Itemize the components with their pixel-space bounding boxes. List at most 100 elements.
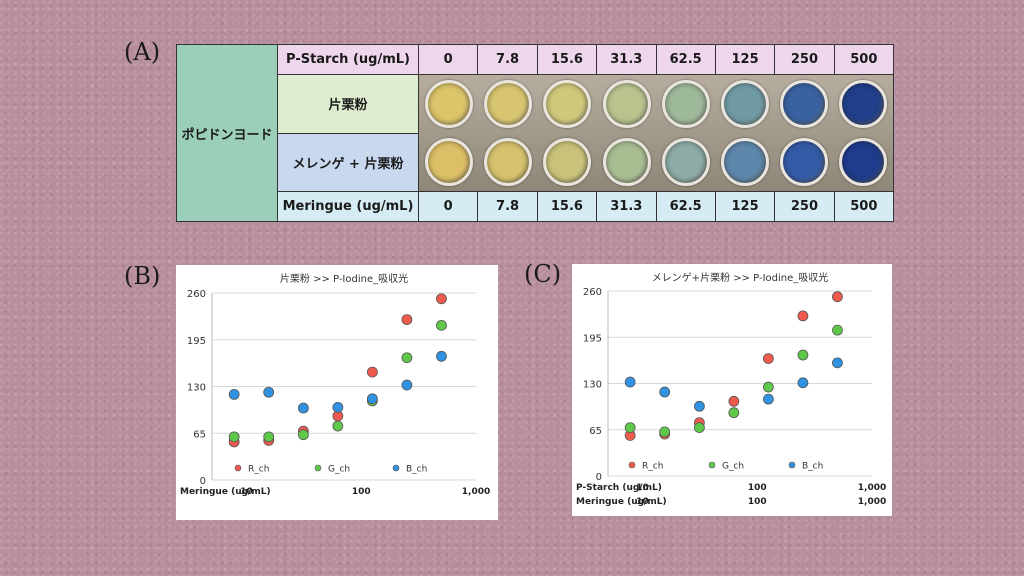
x-axis-row-label: Meringue (ug/mL) bbox=[180, 487, 271, 497]
data-point-G_ch bbox=[297, 429, 309, 441]
well bbox=[602, 138, 651, 186]
row-label-katakuriko: 片栗粉 bbox=[277, 74, 419, 134]
data-point-R_ch bbox=[762, 353, 774, 364]
well bbox=[839, 80, 888, 128]
top-value: 15.6 bbox=[536, 44, 598, 75]
x-axis-row-label: P-Starch (ug/mL) bbox=[576, 483, 662, 493]
top-value: 7.8 bbox=[477, 44, 538, 75]
data-point-B_ch bbox=[659, 386, 671, 398]
data-point-B_ch bbox=[624, 376, 636, 388]
chart-b: 片栗粉 >> P-Iodine_吸収光 0 65 130 195 260 Meringue … bbox=[176, 265, 498, 520]
data-point-G_ch bbox=[436, 319, 447, 331]
legend-marker bbox=[628, 461, 636, 469]
data-point-G_ch bbox=[624, 422, 636, 434]
well bbox=[661, 80, 710, 128]
bottom-value: 125 bbox=[714, 191, 776, 222]
legend-marker bbox=[392, 464, 400, 472]
well bbox=[543, 138, 592, 186]
legend-marker bbox=[314, 464, 322, 472]
data-point-G_ch bbox=[401, 352, 413, 364]
top-value: 250 bbox=[774, 44, 835, 75]
x-axis-row-label: Meringue (ug/mL) bbox=[576, 497, 667, 507]
well bbox=[425, 80, 473, 128]
bottom-value: 7.8 bbox=[477, 191, 538, 222]
x-tick-label: 1,000 bbox=[858, 497, 886, 507]
data-point-B_ch bbox=[401, 379, 413, 391]
well-plate-photo bbox=[418, 74, 894, 192]
well-plate-table: ポピドンヨード P-Starch (ug/mL) 0 7.8 15.6 31.3… bbox=[176, 44, 895, 222]
data-point-B_ch bbox=[436, 350, 447, 362]
legend-marker bbox=[788, 461, 796, 469]
well bbox=[484, 80, 533, 128]
data-point-B_ch bbox=[797, 377, 809, 389]
data-point-R_ch bbox=[797, 310, 809, 322]
legend-label: B_ch bbox=[802, 462, 823, 472]
legend-label: R_ch bbox=[248, 465, 269, 475]
bottom-value: 15.6 bbox=[536, 191, 598, 222]
well bbox=[661, 138, 710, 186]
well bbox=[721, 80, 769, 128]
well bbox=[425, 138, 473, 186]
data-point-B_ch bbox=[332, 401, 344, 413]
legend-label: R_ch bbox=[642, 462, 663, 472]
y-tick-label: 195 bbox=[187, 336, 206, 347]
x-tick-label: 10 bbox=[636, 483, 649, 493]
row-header-iodine: ポピドンヨード bbox=[176, 44, 278, 222]
bottom-value: 31.3 bbox=[596, 191, 657, 222]
data-point-R_ch bbox=[832, 291, 843, 303]
top-value: 125 bbox=[714, 44, 776, 75]
panel-label-c: (C) bbox=[524, 260, 562, 288]
chart-title: メレンゲ+片栗粉 >> P-Iodine_吸収光 bbox=[652, 271, 829, 284]
data-point-B_ch bbox=[297, 402, 309, 414]
data-point-G_ch bbox=[659, 426, 671, 438]
x-tick-label: 100 bbox=[748, 483, 767, 493]
well bbox=[543, 80, 592, 128]
y-tick-label: 260 bbox=[187, 289, 206, 300]
data-point-G_ch bbox=[762, 381, 774, 393]
data-point-G_ch bbox=[797, 349, 809, 361]
data-point-R_ch bbox=[401, 314, 413, 326]
data-point-R_ch bbox=[728, 395, 740, 407]
well bbox=[721, 138, 769, 186]
top-value: 62.5 bbox=[655, 44, 716, 75]
chart-c-svg: メレンゲ+片栗粉 >> P-Iodine_吸収光 0 65 130 195 260 P-St… bbox=[576, 271, 886, 507]
legend-label: G_ch bbox=[722, 462, 744, 472]
y-tick-label: 130 bbox=[187, 383, 206, 394]
legend-label: B_ch bbox=[406, 465, 427, 475]
data-point-G_ch bbox=[332, 420, 344, 432]
bottom-value: 62.5 bbox=[655, 191, 716, 222]
y-tick-label: 65 bbox=[193, 429, 206, 440]
data-point-G_ch bbox=[693, 422, 705, 434]
well bbox=[780, 138, 829, 186]
top-header-pstarch: P-Starch (ug/mL) bbox=[277, 44, 419, 75]
x-tick-label: 1,000 bbox=[462, 487, 490, 497]
legend-marker bbox=[234, 464, 242, 472]
data-point-G_ch bbox=[228, 431, 240, 443]
row-label-meringue-katakuriko: メレンゲ + 片栗粉 bbox=[277, 132, 419, 192]
data-point-B_ch bbox=[762, 393, 774, 405]
data-point-G_ch bbox=[728, 407, 740, 419]
y-tick-label: 260 bbox=[583, 287, 602, 298]
y-tick-label: 0 bbox=[596, 472, 602, 483]
data-point-G_ch bbox=[263, 431, 275, 443]
bottom-value: 0 bbox=[417, 191, 479, 222]
well bbox=[839, 138, 888, 186]
panel-label-b: (B) bbox=[124, 262, 161, 290]
y-tick-label: 65 bbox=[589, 426, 602, 437]
data-point-B_ch bbox=[832, 357, 843, 369]
data-point-B_ch bbox=[228, 389, 240, 400]
chart-b-svg: 片栗粉 >> P-Iodine_吸収光 0 65 130 195 260 Meringue … bbox=[180, 272, 490, 497]
data-point-G_ch bbox=[832, 324, 843, 336]
well bbox=[602, 80, 651, 128]
data-point-R_ch bbox=[366, 366, 378, 378]
well bbox=[780, 80, 829, 128]
top-value: 500 bbox=[833, 44, 895, 75]
data-point-B_ch bbox=[366, 393, 378, 405]
x-tick-label: 10 bbox=[240, 487, 253, 497]
data-point-B_ch bbox=[263, 386, 275, 398]
panel-label-a: (A) bbox=[124, 38, 161, 66]
data-point-B_ch bbox=[693, 400, 705, 412]
x-tick-label: 100 bbox=[352, 487, 371, 497]
top-value: 31.3 bbox=[596, 44, 657, 75]
x-tick-label: 10 bbox=[636, 497, 649, 507]
